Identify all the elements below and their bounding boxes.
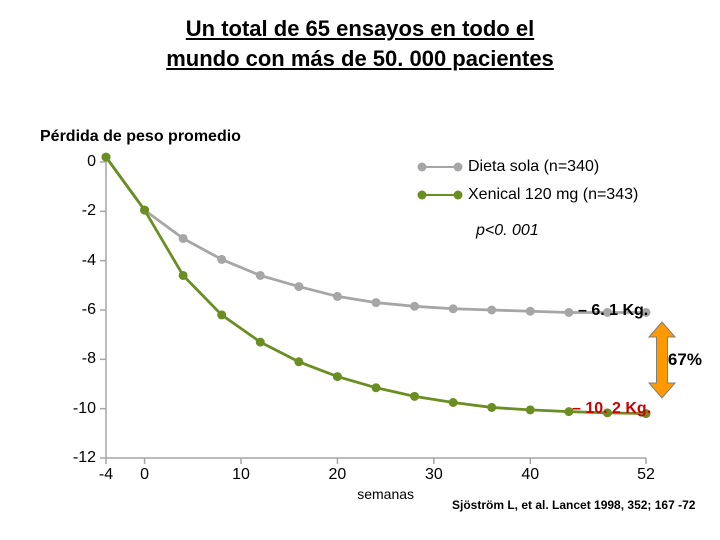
double-arrow-icon	[0, 0, 720, 540]
citation: Sjöström L, et al. Lancet 1998, 352; 167…	[452, 498, 695, 512]
